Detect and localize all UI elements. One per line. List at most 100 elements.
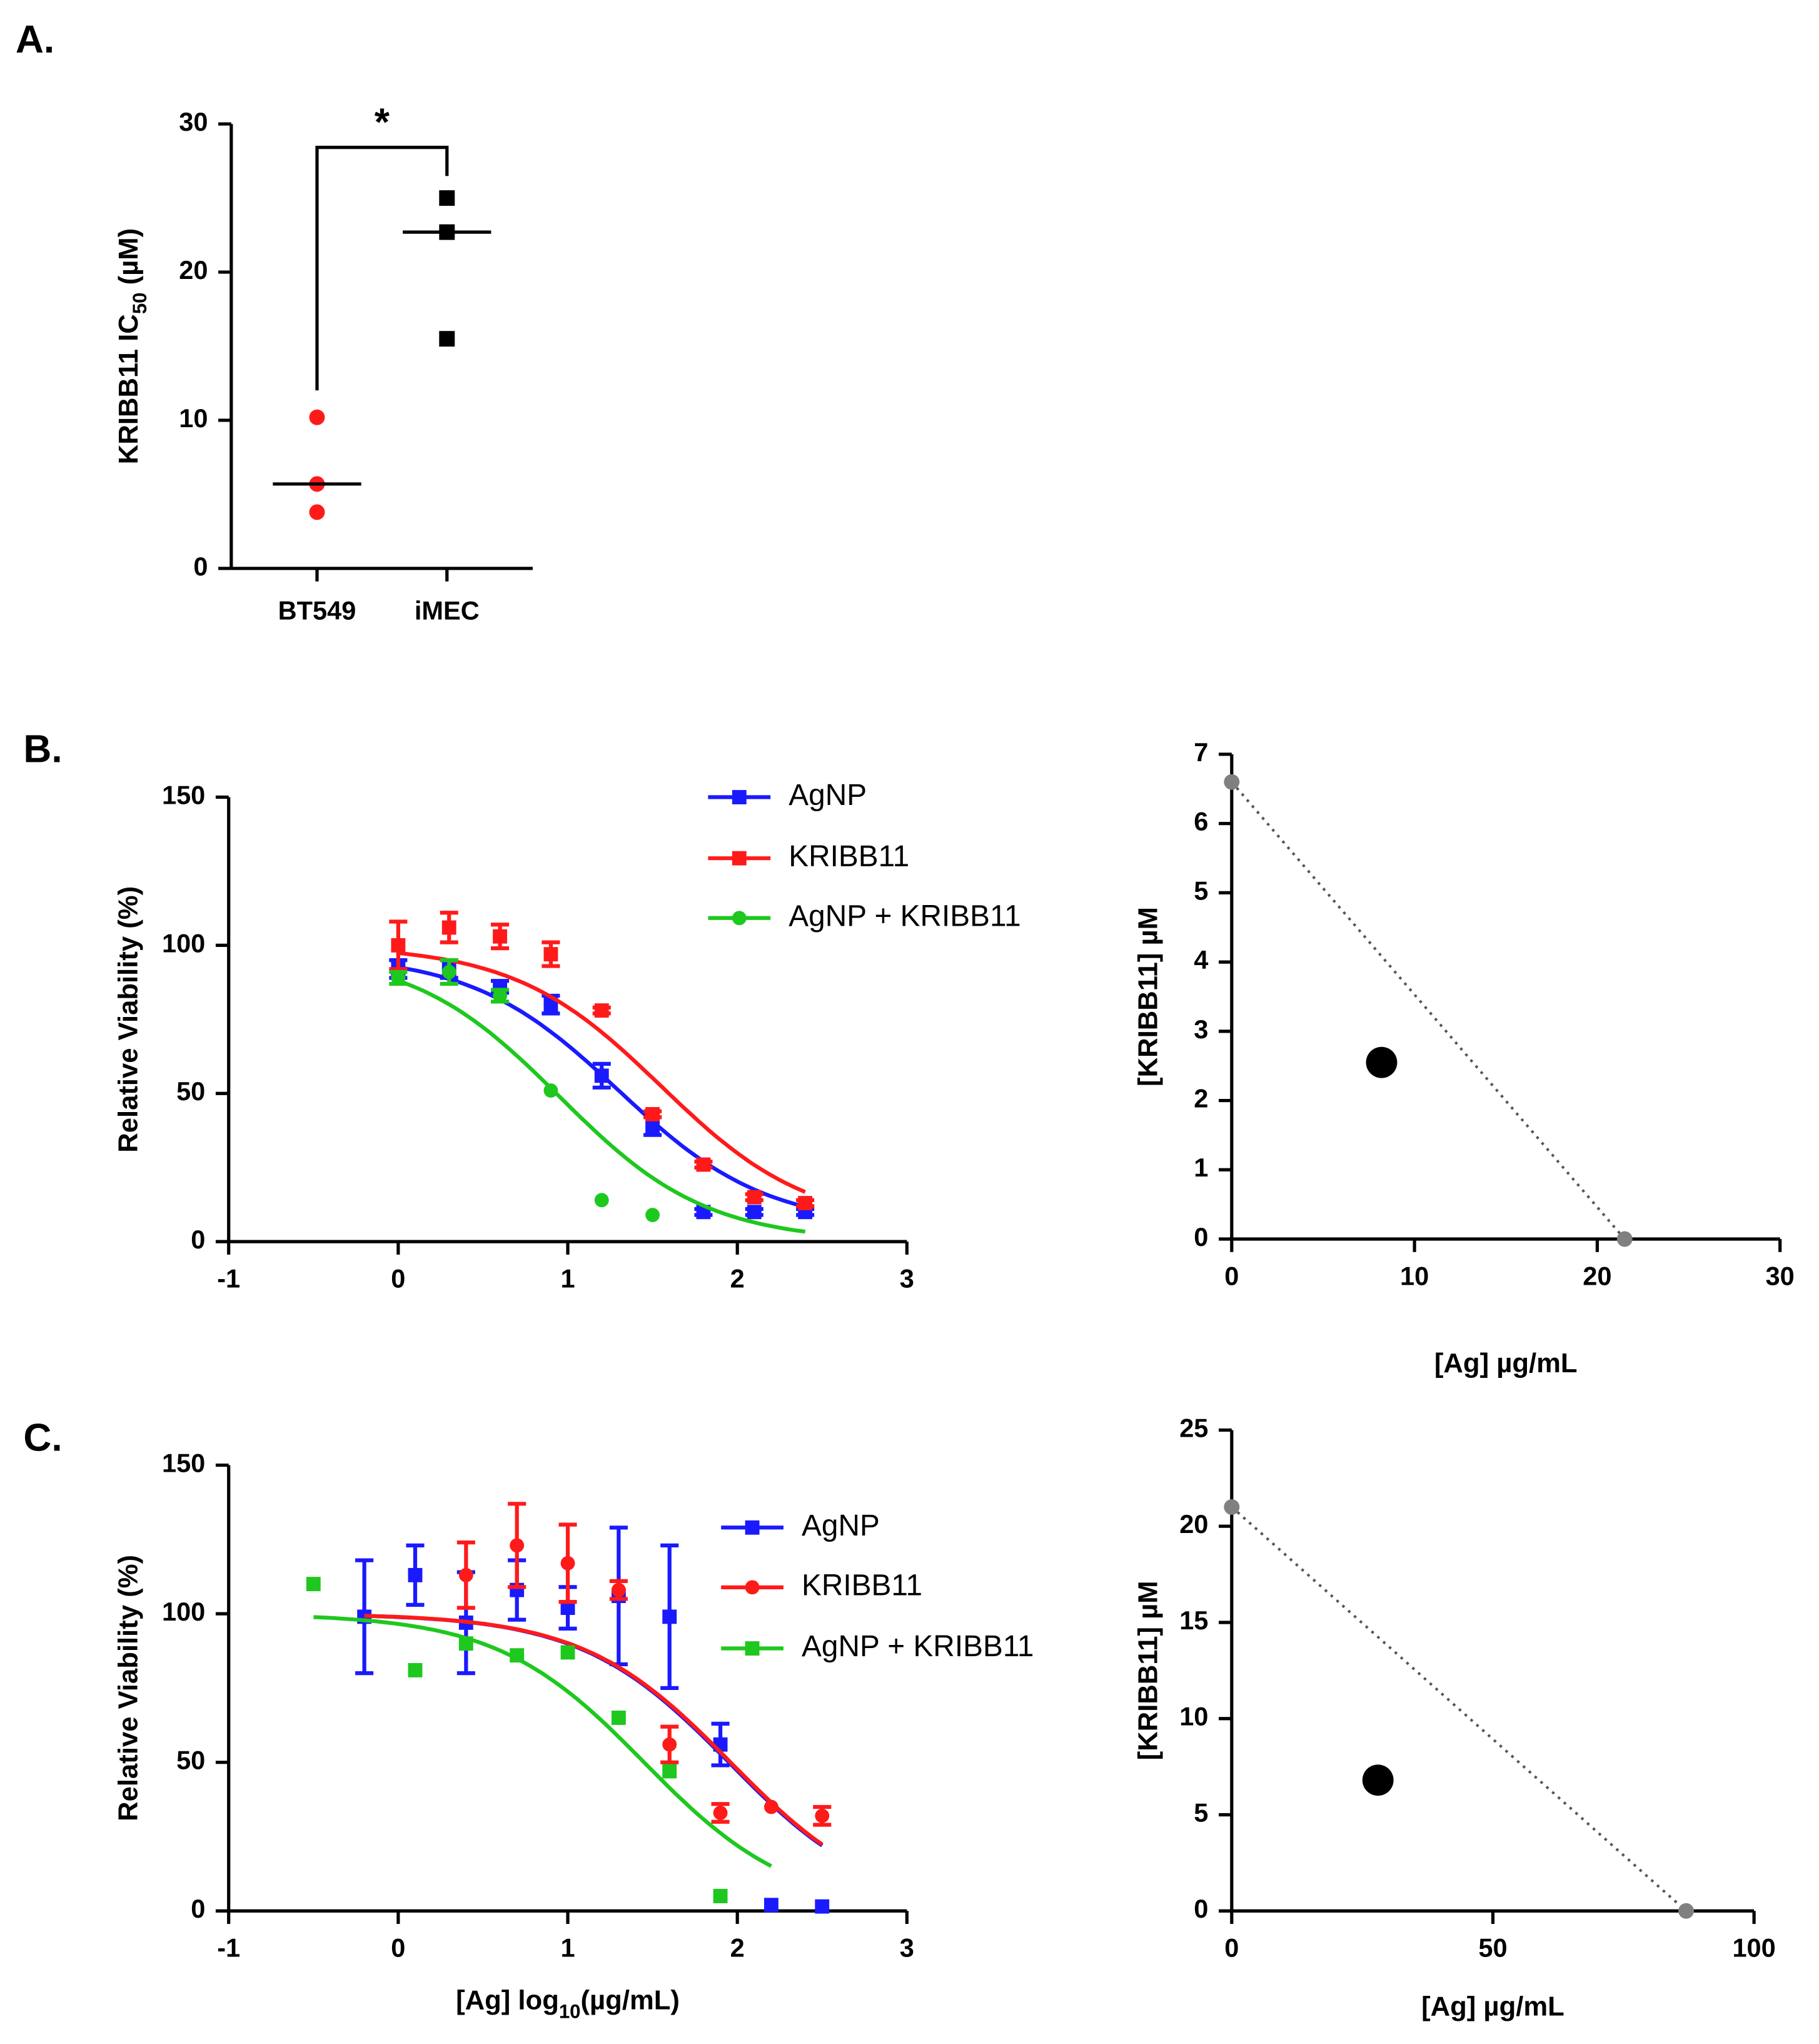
y-tick-label: 30 [179,107,208,136]
x-axis-label: [Ag] µg/mL [1434,1348,1578,1379]
x-tick-label: -1 [217,1933,240,1963]
additivity-point [1616,1231,1633,1247]
data-point [560,1601,575,1616]
x-tick-label: BT549 [278,595,356,625]
y-tick-label: 0 [1194,1894,1208,1923]
data-point [763,1799,778,1814]
y-axis-label: Relative Viability (%) [113,1555,143,1821]
data-point [747,1190,762,1205]
label-part: 10 [559,2000,581,2022]
x-tick-label: 30 [1766,1261,1795,1290]
data-point [543,1083,558,1098]
significance-label: * [375,101,390,144]
data-point [560,1556,575,1571]
data-point [798,1196,813,1210]
x-tick-label: 10 [1400,1261,1429,1290]
x-tick-label: iMEC [415,595,480,625]
data-point [408,1567,423,1582]
y-tick-label: 20 [179,255,208,285]
data-point [645,1208,660,1222]
x-axis-label: [Ag] µg/mL [1421,1992,1565,2022]
y-tick-label: 0 [191,1894,205,1923]
legend-marker [745,1580,760,1595]
additivity-line [1231,781,1626,1240]
data-point [309,409,325,425]
y-tick-label: 3 [1194,1014,1208,1044]
x-tick-label: 20 [1583,1261,1611,1290]
x-tick-label: 100 [1732,1933,1775,1963]
y-tick-label: 7 [1194,737,1208,767]
legend-label: AgNP + KRIBB11 [802,1630,1034,1663]
fit-curve [364,1614,824,1846]
label-part: (µg/mL) [581,1985,680,2015]
data-point [510,1538,525,1553]
y-tick-label: 0 [1194,1222,1208,1252]
data-point [560,1645,575,1660]
y-tick-label: 150 [162,1449,205,1478]
legend-marker [732,911,747,926]
data-point [309,504,325,520]
y-axis-label: KRIBB11 IC50 (µM) [113,228,150,464]
x-tick-label: 3 [900,1263,914,1293]
y-tick-label: 150 [162,780,205,809]
label-part: 50 [129,293,151,315]
data-point [510,1648,525,1663]
data-point [391,971,406,985]
x-tick-label: 0 [1224,1933,1239,1963]
legend-label: KRIBB11 [802,1569,922,1602]
data-point [439,190,455,206]
panel-label: B. [23,727,62,771]
legend-label: KRIBB11 [789,840,909,873]
data-point [611,1710,626,1725]
y-tick-label: 4 [1194,945,1208,974]
y-axis-label: [KRIBB11] µM [1133,907,1163,1086]
legend-marker [745,1520,760,1535]
y-tick-label: 5 [1194,876,1208,905]
fit-curve [398,951,806,1194]
data-point [441,964,456,979]
legend-marker [745,1641,760,1656]
data-point [594,1003,609,1018]
additivity-point [1224,1499,1240,1515]
combination-point [1362,1764,1394,1796]
data-point [763,1898,778,1913]
legend-marker [732,851,747,866]
x-tick-label: -1 [217,1263,240,1293]
data-point [458,1636,473,1651]
data-point [594,1068,609,1083]
label-part: KRIBB11 IC [113,314,143,464]
data-point [391,938,406,953]
y-tick-label: 0 [193,552,208,581]
data-point [594,1193,609,1208]
data-point [645,1118,660,1133]
x-tick-label: 2 [730,1933,745,1963]
data-point [662,1764,677,1779]
data-point [493,929,507,944]
y-tick-label: 100 [162,928,205,958]
data-point [662,1609,677,1624]
x-tick-label: 0 [391,1933,405,1963]
data-point [815,1899,830,1914]
label-part: (µM) [113,228,143,293]
data-point [611,1582,626,1597]
label-part: [Ag] log [456,1985,559,2015]
y-tick-label: 10 [1179,1702,1208,1731]
y-tick-label: 10 [179,403,208,433]
y-tick-label: 6 [1194,807,1208,836]
data-point [543,947,558,962]
legend-label: AgNP [802,1509,880,1542]
legend-label: AgNP + KRIBB11 [789,899,1020,933]
x-axis-label: [Ag] log10(µg/mL) [456,1985,680,2022]
x-tick-label: 0 [391,1263,405,1293]
additivity-line [1231,1505,1687,1912]
data-point [441,920,456,935]
combination-point [1366,1046,1398,1078]
x-tick-label: 50 [1478,1933,1507,1963]
x-tick-label: 0 [1224,1261,1239,1290]
y-tick-label: 100 [162,1597,205,1626]
y-tick-label: 20 [1179,1509,1208,1539]
x-tick-label: 1 [560,1263,575,1293]
significance-bracket [315,146,449,391]
additivity-point [1224,774,1240,790]
